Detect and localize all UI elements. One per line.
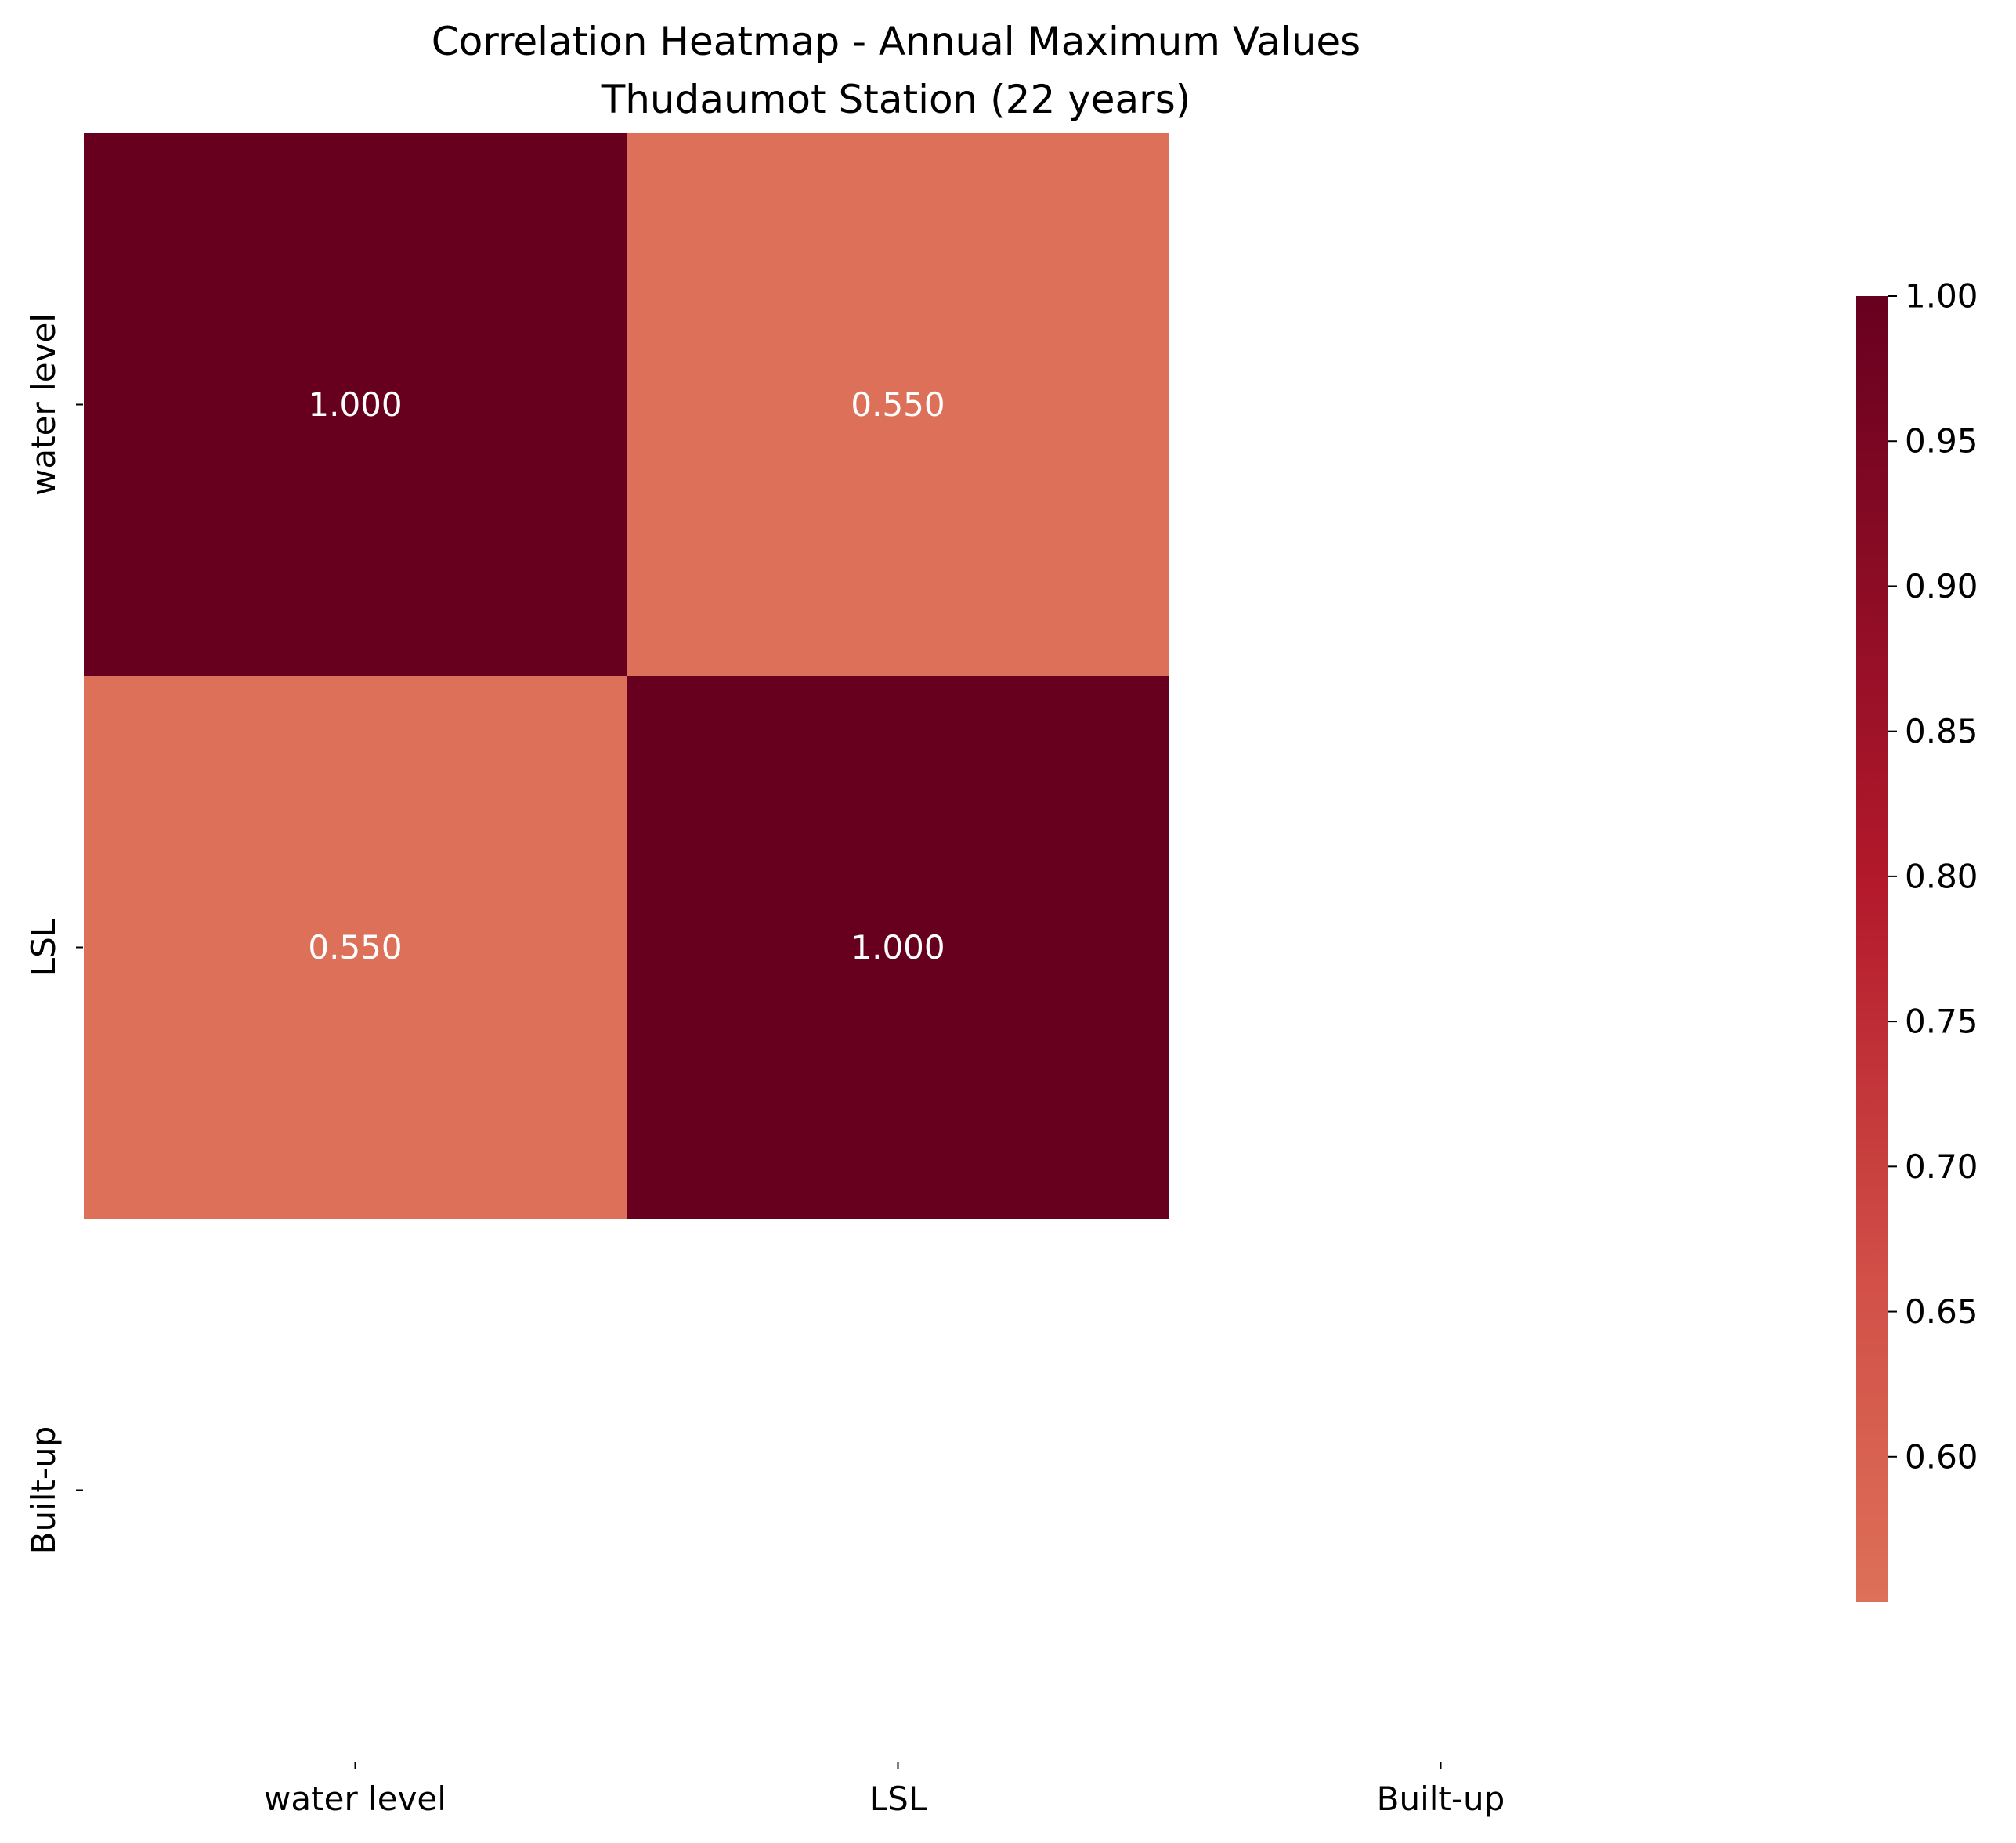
- colorbar-tick-label: 0.90: [1905, 567, 1978, 605]
- colorbar-tick-label: 0.65: [1905, 1292, 1978, 1331]
- y-axis: water level LSL Built-up: [24, 313, 83, 1554]
- y-tick-label: water level: [24, 313, 63, 496]
- chart-title: Correlation Heatmap - Annual Maximum Val…: [432, 19, 1360, 64]
- heatmap-cells: [84, 133, 1169, 1219]
- cell-annotation: 0.550: [851, 385, 945, 424]
- chart-subtitle: Thudaumot Station (22 years): [601, 77, 1191, 122]
- x-tick-label: water level: [264, 1780, 446, 1818]
- cell-annotation: 1.000: [308, 385, 402, 424]
- colorbar: 0.60 0.65 0.70 0.75 0.80 0.85 0.90 0.95 1.00: [1856, 277, 1978, 1602]
- y-tick-label: Built-up: [24, 1426, 63, 1555]
- colorbar-tick-label: 0.60: [1905, 1437, 1978, 1476]
- x-axis: water level LSL Built-up: [264, 1762, 1505, 1818]
- x-tick-label: LSL: [869, 1780, 927, 1818]
- colorbar-tick-label: 1.00: [1905, 277, 1978, 316]
- colorbar-tick-label: 0.80: [1905, 857, 1978, 895]
- cell-annotation: 1.000: [851, 928, 945, 967]
- colorbar-tick-label: 0.85: [1905, 712, 1978, 750]
- y-tick-label: LSL: [24, 918, 63, 976]
- colorbar-tick-label: 0.75: [1905, 1003, 1978, 1041]
- colorbar-gradient: [1856, 296, 1888, 1602]
- heatmap-annotations: 1.000 0.550 0.550 1.000: [308, 385, 945, 967]
- colorbar-tick-label: 0.95: [1905, 422, 1978, 461]
- heatmap-cell: [84, 676, 627, 1219]
- x-tick-label: Built-up: [1377, 1780, 1505, 1818]
- colorbar-tick-label: 0.70: [1905, 1147, 1978, 1186]
- cell-annotation: 0.550: [308, 928, 402, 967]
- heatmap-cell: [627, 133, 1169, 676]
- heatmap-cell: [627, 676, 1169, 1219]
- colorbar-ticks: 0.60 0.65 0.70 0.75 0.80 0.85 0.90 0.95 1.00: [1888, 277, 1978, 1476]
- heatmap-cell: [84, 133, 627, 676]
